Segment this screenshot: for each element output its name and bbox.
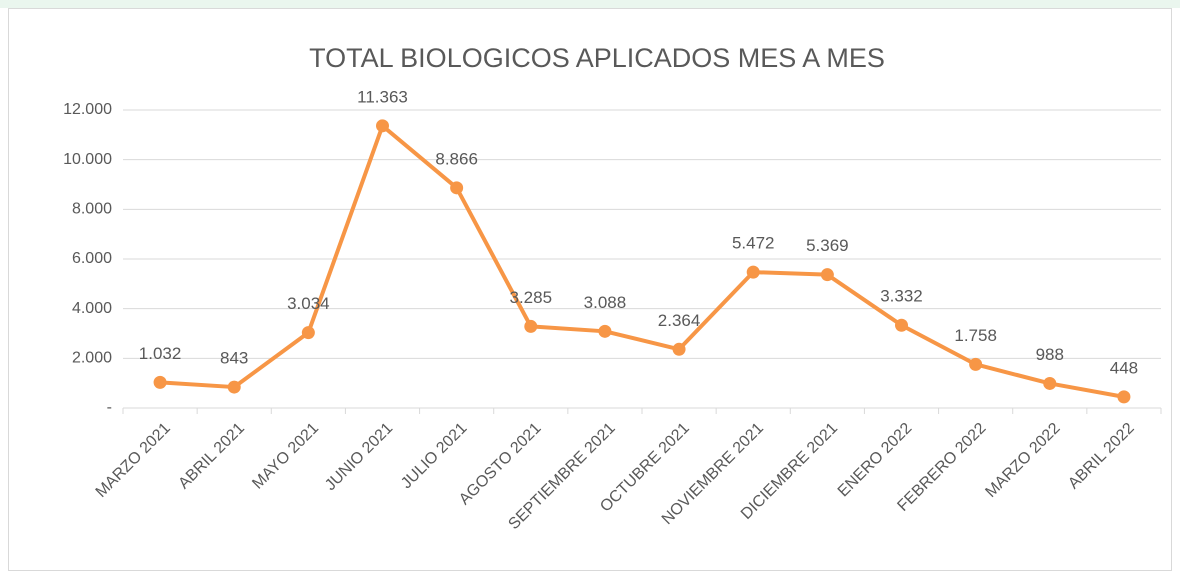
y-tick-label: 2.000 [72, 350, 112, 367]
marker [969, 357, 983, 371]
data-label: 448 [1110, 358, 1138, 377]
data-label: 1.758 [954, 326, 997, 345]
data-label: 5.369 [806, 236, 849, 255]
marker [820, 268, 834, 282]
y-tick-label: 4.000 [72, 300, 112, 317]
line [159, 123, 1125, 399]
marker [524, 319, 538, 333]
marker [301, 326, 315, 340]
data-label: 11.363 [357, 87, 408, 106]
marker [1117, 390, 1131, 404]
data-label: 988 [1036, 345, 1064, 364]
data-label: 3.088 [584, 293, 627, 312]
data-label: 5.472 [732, 234, 775, 253]
y-tick-label: 8.000 [72, 201, 112, 218]
data-label: 2.364 [658, 311, 701, 330]
data-label: 3.332 [880, 287, 923, 306]
data-label: 3.034 [287, 294, 330, 313]
data-label: 1.032 [139, 344, 182, 363]
y-tick-label: 6.000 [72, 250, 112, 267]
y-tick-label: - [107, 399, 112, 416]
marker [598, 324, 612, 338]
data-label: 8.866 [435, 149, 478, 168]
marker [1043, 376, 1057, 390]
marker [746, 265, 760, 279]
chart-title: TOTAL BIOLOGICOS APLICADOS MES A MES [309, 43, 885, 73]
data-label: 3.285 [510, 288, 553, 307]
marker [376, 119, 389, 133]
marker [672, 342, 686, 356]
chart-border [8, 8, 1172, 571]
y-tick-label: 10.000 [63, 151, 112, 168]
watermark [0, 0, 1180, 8]
marker [450, 181, 464, 195]
marker [227, 380, 241, 394]
marker [153, 375, 167, 389]
marker [895, 318, 908, 332]
data-label: 843 [220, 349, 248, 368]
y-tick-label: 12.000 [63, 101, 112, 118]
